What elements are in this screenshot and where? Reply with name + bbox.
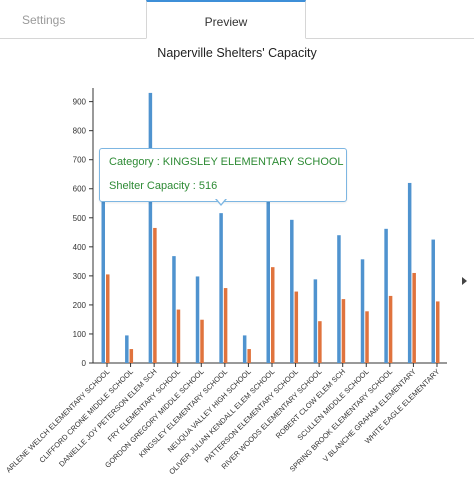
y-tick-label: 900 (73, 98, 87, 107)
tab-preview[interactable]: Preview (146, 0, 306, 39)
bar-series1[interactable] (407, 182, 412, 363)
bar-series1[interactable] (148, 92, 153, 363)
bar-series1[interactable] (337, 235, 341, 363)
y-tick-label: 600 (73, 185, 87, 194)
bar-series2[interactable] (341, 299, 346, 363)
bars (101, 92, 440, 363)
bar-series2[interactable] (388, 295, 393, 363)
bar-series2[interactable] (412, 272, 416, 363)
chart-title: Naperville Shelters' Capacity (157, 46, 317, 60)
bar-series1[interactable] (431, 239, 435, 363)
bar-series1[interactable] (219, 213, 223, 363)
y-tick-label: 700 (73, 156, 87, 165)
bar-series2[interactable] (365, 311, 369, 363)
bar-series2[interactable] (270, 267, 275, 363)
bar-series2[interactable] (129, 349, 134, 363)
bar-series1[interactable] (172, 256, 176, 363)
y-tick-label: 800 (73, 127, 87, 136)
chart-tooltip: Category : KINGSLEY ELEMENTARY SCHOOL Sh… (99, 148, 347, 202)
bar-series1[interactable] (313, 279, 318, 363)
bar-series1[interactable] (384, 228, 388, 363)
y-tick-label: 200 (73, 301, 87, 310)
bar-series1[interactable] (360, 259, 365, 363)
tooltip-capacity: Shelter Capacity : 516 (109, 180, 218, 192)
y-tick-label: 400 (73, 243, 87, 252)
bar-series1[interactable] (290, 219, 294, 363)
y-axis: 0 100 200 300 400 500 600 700 800 900 (73, 88, 94, 368)
tab-bar: Settings Preview (0, 0, 474, 39)
bar-series1[interactable] (195, 276, 200, 363)
y-tick-label: 0 (82, 359, 87, 368)
bar-series2[interactable] (318, 321, 322, 363)
y-tick-label: 100 (73, 330, 87, 339)
bar-series2[interactable] (294, 291, 299, 363)
bar-series1[interactable] (125, 335, 129, 363)
bar-series1[interactable] (101, 185, 106, 363)
bar-series2[interactable] (153, 227, 157, 363)
bar-series1[interactable] (242, 335, 247, 363)
chevron-right-icon[interactable] (462, 277, 467, 285)
tooltip-category: Category : KINGSLEY ELEMENTARY SCHOOL (109, 156, 344, 168)
y-tick-label: 500 (73, 214, 87, 223)
tab-settings[interactable]: Settings (22, 13, 66, 27)
bar-series2[interactable] (176, 309, 181, 363)
y-tick-label: 300 (73, 272, 87, 281)
bar-series1[interactable] (266, 171, 270, 363)
bar-series2[interactable] (200, 319, 204, 363)
bar-series2[interactable] (435, 301, 440, 363)
x-axis (93, 362, 447, 367)
bar-series2[interactable] (247, 349, 251, 363)
tooltip-pointer-fill (216, 198, 226, 204)
x-tick-label: ARLENE WELCH ELEMENTARY SCHOOL (4, 367, 111, 474)
bar-series2[interactable] (223, 288, 228, 363)
bar-series2[interactable] (106, 274, 110, 363)
